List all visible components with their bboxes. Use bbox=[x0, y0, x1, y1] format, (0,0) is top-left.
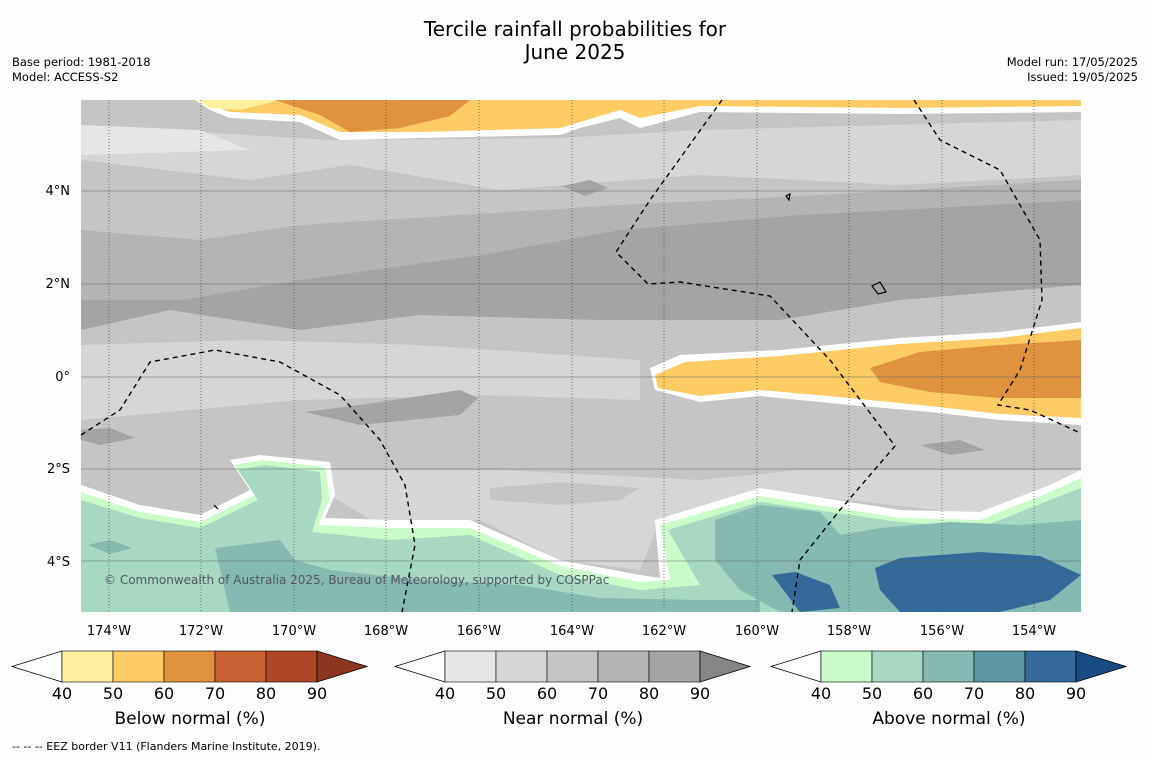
colorbar-segment bbox=[871, 650, 924, 683]
colorbar-segment bbox=[495, 650, 548, 683]
above-normal-region bbox=[215, 540, 760, 612]
colorbar-tick: 90 bbox=[1066, 684, 1086, 703]
colorbar-tick: 80 bbox=[256, 684, 276, 703]
colorbar-tick: 50 bbox=[862, 684, 882, 703]
issued-date: Issued: 19/05/2025 bbox=[1027, 70, 1138, 84]
colorbar-tick: 40 bbox=[811, 684, 831, 703]
colorbar-tick: 40 bbox=[52, 684, 72, 703]
colorbar-tick: 60 bbox=[154, 684, 174, 703]
colorbar-segment bbox=[444, 650, 497, 683]
near-normal-region bbox=[920, 440, 985, 455]
colorbar-segment bbox=[973, 650, 1026, 683]
latitude-label: 4°S bbox=[47, 555, 70, 570]
near-normal-region bbox=[81, 340, 640, 420]
longitude-label: 160°W bbox=[735, 624, 779, 639]
colorbar-segment bbox=[1024, 650, 1077, 683]
colorbar-tick: 70 bbox=[205, 684, 225, 703]
longitude-label: 166°W bbox=[457, 624, 501, 639]
longitude-label: 168°W bbox=[364, 624, 408, 639]
legend-label-above: Above normal (%) bbox=[872, 709, 1026, 729]
below-normal-region bbox=[275, 100, 470, 132]
map-title: Tercile rainfall probabilities for June … bbox=[0, 18, 1150, 64]
longitude-label: 172°W bbox=[179, 624, 223, 639]
longitude-label: 170°W bbox=[272, 624, 316, 639]
colorbar-extend-high bbox=[699, 650, 752, 683]
near-normal-region bbox=[81, 180, 1081, 300]
colorbar-segment bbox=[61, 650, 114, 683]
colorbar-segment bbox=[163, 650, 216, 683]
longitude-label: 154°W bbox=[1012, 624, 1056, 639]
colorbar-segment bbox=[820, 650, 873, 683]
above-normal-region bbox=[772, 572, 840, 612]
colorbar-tick: 80 bbox=[1015, 684, 1035, 703]
colorbar-tick: 70 bbox=[964, 684, 984, 703]
above-normal-region bbox=[875, 552, 1081, 612]
near-normal-region bbox=[562, 180, 608, 196]
colorbar: 40 50 60 70 80 90 bbox=[10, 650, 369, 703]
colorbar-tick: 70 bbox=[588, 684, 608, 703]
longitude-label: 162°W bbox=[642, 624, 686, 639]
colorbar-segment bbox=[112, 650, 165, 683]
near-normal-region bbox=[81, 428, 135, 445]
colorbar-tick: 80 bbox=[639, 684, 659, 703]
near-normal-region bbox=[81, 120, 1081, 190]
title-line2: June 2025 bbox=[524, 40, 626, 64]
colorbar-extend-low bbox=[393, 650, 446, 683]
longitude-label: 158°W bbox=[827, 624, 871, 639]
colorbar-legends: 40 50 60 70 80 90 40 50 60 70 80 90 40 50 60 70 80 90 bbox=[10, 650, 1128, 703]
near-normal-region bbox=[81, 200, 1081, 330]
colorbar-tick: 60 bbox=[913, 684, 933, 703]
base-period: Base period: 1981-2018 bbox=[12, 55, 151, 69]
longitude-label: 174°W bbox=[87, 624, 131, 639]
above-normal-region bbox=[88, 540, 132, 554]
latitude-gridlines bbox=[81, 190, 1081, 562]
below-normal-region bbox=[198, 100, 280, 110]
meta-left: Base period: 1981-2018 Model: ACCESS-S2 bbox=[12, 55, 151, 85]
colorbar-segment bbox=[648, 650, 701, 683]
colorbar-segment bbox=[597, 650, 650, 683]
colorbar-tick: 60 bbox=[537, 684, 557, 703]
colorbar-tick: 90 bbox=[690, 684, 710, 703]
colorbar-segment bbox=[546, 650, 599, 683]
colorbar-tick: 50 bbox=[103, 684, 123, 703]
near-normal-region bbox=[81, 125, 250, 155]
below-normal-region bbox=[870, 340, 1081, 398]
latitude-label: 0° bbox=[55, 370, 70, 385]
longitude-label: 156°W bbox=[920, 624, 964, 639]
colorbar-extend-low bbox=[769, 650, 822, 683]
near-normal-region bbox=[305, 390, 478, 425]
colorbar: 40 50 60 70 80 90 bbox=[769, 650, 1128, 703]
colorbar-segment bbox=[214, 650, 267, 683]
colorbar-extend-high bbox=[316, 650, 369, 683]
island-outlines bbox=[213, 192, 887, 510]
colorbar-tick: 50 bbox=[486, 684, 506, 703]
longitude-gridlines bbox=[108, 100, 1035, 612]
colorbar-extend-high bbox=[1075, 650, 1128, 683]
colorbar-tick: 90 bbox=[307, 684, 327, 703]
near-normal-region bbox=[490, 482, 640, 505]
latitude-label: 2°S bbox=[47, 462, 70, 477]
colorbar: 40 50 60 70 80 90 bbox=[393, 650, 752, 703]
longitude-labels: 174°W 172°W 170°W 168°W 166°W 164°W 162°W 160°W… bbox=[87, 624, 1056, 639]
colorbar-extend-low bbox=[10, 650, 63, 683]
legend-label-below: Below normal (%) bbox=[114, 709, 266, 729]
longitude-label: 164°W bbox=[550, 624, 594, 639]
eez-footnote: -- -- -- EEZ border V11 (Flanders Marine… bbox=[12, 740, 321, 753]
latitude-label: 4°N bbox=[46, 184, 71, 199]
latitude-labels: 4°N 2°N 0° 2°S 4°S bbox=[46, 184, 71, 570]
title-line1: Tercile rainfall probabilities for bbox=[423, 17, 727, 41]
colorbar-segment bbox=[265, 650, 318, 683]
colorbar-tick: 40 bbox=[435, 684, 455, 703]
latitude-label: 2°N bbox=[46, 277, 71, 292]
eez-border bbox=[80, 99, 1079, 613]
legend-label-near: Near normal (%) bbox=[502, 709, 644, 729]
colorbar-segment bbox=[922, 650, 975, 683]
meta-right: Model run: 17/05/2025 Issued: 19/05/2025 bbox=[1007, 55, 1138, 85]
model-run: Model run: 17/05/2025 bbox=[1006, 55, 1138, 69]
copyright-text: © Commonwealth of Australia 2025, Bureau… bbox=[104, 573, 609, 587]
model-name: Model: ACCESS-S2 bbox=[12, 70, 119, 84]
